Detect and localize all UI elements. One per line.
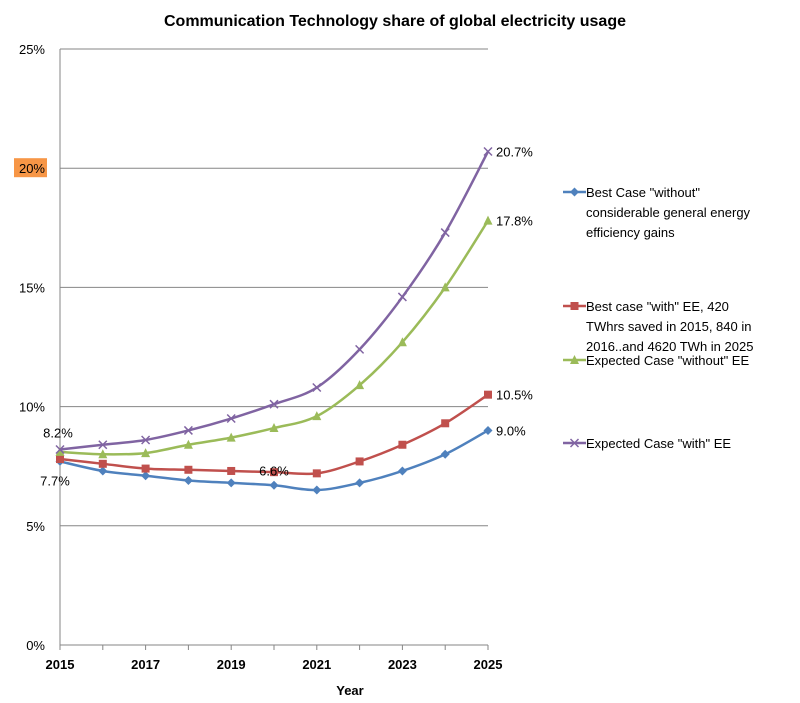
- y-tick-label: 0%: [26, 638, 45, 653]
- highlighted-tick-background: [14, 158, 47, 178]
- series-4: [55, 146, 493, 455]
- legend-label: Expected Case "without" EE: [586, 353, 749, 368]
- square-marker: [484, 390, 492, 399]
- x-tick-label: 2023: [388, 657, 417, 672]
- x-marker: [355, 344, 365, 354]
- triangle-marker: [226, 432, 236, 442]
- diamond-marker: [226, 478, 236, 488]
- x-marker: [483, 146, 493, 157]
- y-tick-labels: 0% 5% 10% 15% 20% 25%: [14, 42, 47, 653]
- series-line: [59, 219, 490, 456]
- axes: [59, 49, 489, 650]
- x-marker: [440, 228, 450, 238]
- triangle-marker: [55, 446, 65, 456]
- square-marker: [141, 464, 150, 473]
- x-marker: [141, 435, 151, 445]
- diamond-marker: [355, 478, 365, 488]
- triangle-marker: [355, 380, 365, 390]
- legend-item-2: Best case "with" EE, 420 TWhrs saved in 2…: [563, 299, 753, 354]
- data-label: 6.6%: [259, 464, 289, 479]
- data-label: 17.8%: [496, 214, 533, 229]
- gridlines: [60, 48, 488, 527]
- diamond-marker: [98, 466, 108, 476]
- square-marker: [227, 466, 236, 475]
- y-tick-label: 25%: [19, 42, 45, 57]
- square-marker: [270, 468, 278, 477]
- x-axis-title: Year: [336, 683, 363, 698]
- x-marker: [312, 382, 322, 393]
- y-tick-label: 5%: [26, 519, 45, 534]
- series-3: [55, 215, 493, 459]
- data-label: 7.7%: [40, 473, 70, 488]
- diamond-marker: [570, 187, 579, 197]
- diamond-marker: [397, 466, 407, 476]
- triangle-marker: [312, 411, 322, 421]
- triangle-marker: [440, 282, 450, 292]
- x-marker: [98, 440, 108, 450]
- y-tick-label: 10%: [19, 400, 45, 415]
- x-tick-label: 2021: [302, 657, 331, 672]
- legend-label: considerable general energy: [586, 205, 751, 220]
- y-tick-label: 15%: [19, 280, 45, 295]
- diamond-marker: [440, 449, 450, 459]
- legend-item-3: Expected Case "without" EE: [563, 353, 749, 368]
- triangle-marker: [98, 449, 108, 459]
- square-marker: [355, 457, 364, 466]
- chart-title: Communication Technology share of global…: [164, 13, 626, 30]
- x-tick-label: 2019: [217, 657, 246, 672]
- diamond-marker: [312, 485, 322, 495]
- triangle-marker: [141, 448, 151, 458]
- square-marker: [312, 469, 321, 478]
- x-tick-labels: 2015 2017 2019 2021 2023 2025: [46, 657, 503, 672]
- x-tick-label: 2015: [46, 657, 75, 672]
- diamond-marker: [483, 425, 493, 435]
- square-marker: [98, 459, 107, 468]
- square-marker: [184, 465, 193, 474]
- x-marker: [55, 444, 65, 455]
- square-marker: [56, 455, 64, 464]
- y-tick-label: 20%: [19, 161, 45, 176]
- legend-label: Best case "with" EE, 420: [586, 299, 729, 314]
- x-marker: [226, 413, 236, 424]
- square-marker: [398, 440, 407, 449]
- diamond-marker: [141, 471, 151, 481]
- legend-label: Best Case "without": [586, 185, 700, 200]
- triangle-marker: [269, 423, 279, 433]
- x-tick-label: 2017: [131, 657, 160, 672]
- diamond-marker: [183, 476, 193, 486]
- x-tick-label: 2025: [474, 657, 503, 672]
- square-marker: [441, 419, 450, 428]
- triangle-marker: [183, 439, 193, 449]
- triangle-marker: [397, 337, 407, 347]
- series-line: [59, 150, 490, 451]
- x-marker: [397, 292, 407, 302]
- data-label: 8.2%: [43, 426, 73, 441]
- series-group: [55, 146, 493, 495]
- x-marker: [183, 425, 193, 435]
- annotations: 8.2% 7.7% 6.6% 20.7% 17.8% 10.5% 9.0%: [40, 145, 533, 489]
- legend-item-1: Best Case "without" considerable general …: [563, 185, 751, 240]
- legend-label: TWhrs saved in 2015, 840 in: [586, 319, 751, 334]
- legend-label: efficiency gains: [586, 225, 675, 240]
- square-marker: [570, 302, 579, 310]
- legend-item-4: Expected Case "with" EE: [563, 436, 731, 451]
- x-marker: [269, 399, 279, 409]
- data-label: 9.0%: [496, 423, 526, 438]
- legend: Best Case "without" considerable general …: [563, 185, 753, 451]
- legend-label: 2016..and 4620 TWh in 2025: [586, 339, 753, 354]
- series-2: [56, 390, 492, 478]
- diamond-marker: [269, 480, 279, 490]
- data-label: 20.7%: [496, 145, 533, 160]
- data-label: 10.5%: [496, 388, 533, 403]
- triangle-marker: [483, 215, 493, 225]
- legend-label: Expected Case "with" EE: [586, 436, 731, 451]
- series-1: [55, 425, 493, 495]
- x-marker: [569, 438, 580, 448]
- triangle-marker: [570, 355, 579, 364]
